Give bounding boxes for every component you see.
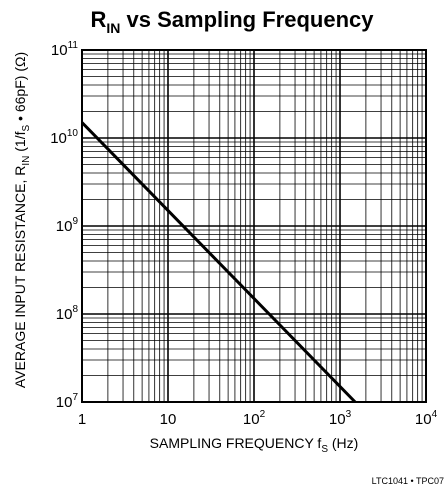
figure-id: LTC1041 • TPC07 (372, 476, 444, 486)
y-axis-label: AVERAGE INPUT RESISTANCE, RIN (1/fS • 66… (12, 52, 32, 388)
y-tick-label: 1011 (51, 40, 79, 59)
y-tick-labels: 107 108 109 1010 1011 (50, 40, 78, 411)
x-axis-label-sub: S (321, 444, 328, 455)
y-tick-label: 108 (56, 304, 79, 323)
title-rest: vs Sampling Frequency (120, 7, 374, 32)
y-axis-label-s1: IN (21, 156, 32, 166)
y-tick-label: 109 (56, 216, 79, 235)
x-tick-label: 102 (243, 409, 266, 428)
title-base: R (91, 7, 107, 32)
plot-frame (81, 49, 427, 403)
x-tick-label: 103 (329, 409, 352, 428)
y-axis-label-p3: • 66pF) (Ω) (12, 52, 28, 125)
y-tick-label: 107 (56, 392, 79, 411)
x-tick-label: 1 (78, 411, 86, 428)
y-axis-label-s2: S (21, 124, 32, 131)
y-axis-label-p1: AVERAGE INPUT RESISTANCE, R (12, 166, 28, 389)
x-axis-label-pre: SAMPLING FREQUENCY f (150, 435, 322, 451)
chart-title: RIN vs Sampling Frequency (91, 7, 375, 36)
x-tick-labels: 1 10 102 103 104 (78, 409, 438, 428)
y-axis-label-p2: (1/f (12, 131, 28, 155)
x-axis-label-post: (Hz) (328, 435, 358, 451)
y-tick-label: 1010 (50, 128, 78, 147)
series-line-1 (80, 121, 357, 404)
x-tick-label: 10 (160, 411, 177, 428)
grid-major (82, 50, 426, 402)
x-tick-label: 104 (415, 409, 438, 428)
x-axis-label: SAMPLING FREQUENCY fS (Hz) (150, 435, 359, 455)
series-layer (80, 121, 357, 404)
title-subscript: IN (106, 20, 120, 36)
